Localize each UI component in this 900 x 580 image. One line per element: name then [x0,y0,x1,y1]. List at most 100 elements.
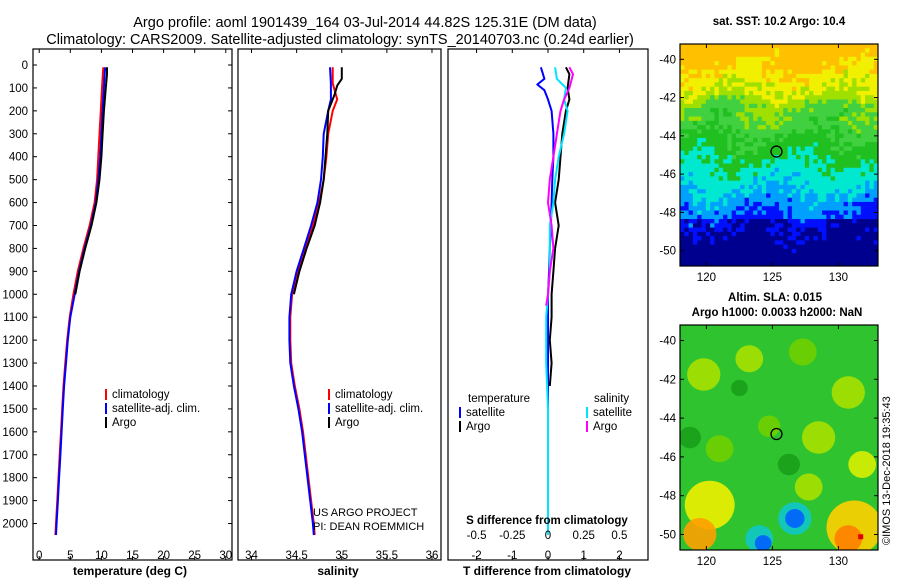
sst-cell [710,137,715,143]
sst-cell [856,244,862,250]
sst-cell [839,129,844,135]
sst-cell [783,261,788,266]
sst-cell [761,176,767,182]
sst-cell [779,116,784,122]
sst-cell [727,253,733,258]
sst-cell [766,120,771,126]
sst-cell [839,210,844,216]
legend-label: Argo [593,421,617,433]
sst-cell [830,99,836,105]
sst-cell [761,103,767,109]
sst-cell [688,257,694,263]
sst-cell [710,73,715,79]
sst-cell [817,197,823,203]
sst-cell [710,65,715,71]
sst-cell [731,112,737,117]
sst-cell [813,261,819,266]
sst-cell [740,197,745,203]
sst-cell [800,184,806,190]
sst-cell [856,56,862,62]
sst-cell [800,52,806,58]
sst-cell [796,201,801,207]
sst-cell [813,189,819,194]
sst-cell [701,61,707,66]
sst-cell [800,176,806,182]
sst-cell [834,82,840,88]
sst-cell [735,86,741,92]
sst-cell [843,248,849,254]
sst-cell [684,61,689,66]
sst-cell [804,95,810,100]
sst-cell [740,125,745,130]
sst-cell [692,95,698,100]
sst-cell [684,227,689,233]
sst-cell [744,257,750,263]
sst-cell [723,129,728,135]
sst-cell [813,52,819,58]
sst-cell [723,103,728,109]
sst-cell [830,180,836,186]
sst-cell [847,180,853,186]
sst-cell [830,189,836,194]
sst-cell [723,95,728,100]
sst-cell [817,223,823,228]
sst-cell [692,223,698,228]
sst-cell [757,99,763,105]
sst-cell [856,95,862,100]
sst-cell [740,201,745,207]
sst-cell [865,201,870,207]
sst-cell [697,125,702,130]
sst-cell [714,82,720,88]
sst-cell [865,48,870,53]
sst-cell [757,142,763,147]
sst-cell [787,236,793,241]
sst-cell [869,253,875,258]
sst-cell [783,214,788,220]
sst-cell [770,82,776,88]
sst-cell [680,125,685,130]
sst-cell [873,61,878,66]
sst-cell [697,103,702,109]
sst-cell [723,155,728,160]
sst-cell [856,137,862,143]
sst-cell [680,73,685,79]
sst-cell [826,184,832,190]
sst-cell [723,146,728,152]
sst-cell [791,103,797,109]
sst-cell [800,180,806,186]
sst-cell [740,159,745,164]
sst-cell [684,69,689,75]
sst-cell [860,201,866,207]
sst-cell [839,184,844,190]
sst-cell [770,155,776,160]
sst-cell [774,240,780,246]
sst-cell [770,236,776,241]
sla-map-axes: 120 125 130-40-42-44-46-48-50 [659,325,878,568]
sst-cell [865,206,870,211]
sst-cell [761,159,767,164]
sst-cell [680,236,685,241]
sst-cell [753,48,758,53]
sst-cell [744,163,750,169]
sst-cell [757,214,763,220]
sst-cell [809,103,814,109]
sst-cell [744,73,750,79]
sst-cell [731,78,737,83]
sst-cell [723,142,728,147]
sst-cell [770,56,776,62]
sst-cell [710,184,715,190]
sst-cell [873,44,878,49]
sst-cell [856,44,862,49]
sst-cell [761,219,767,224]
sst-cell [839,52,844,58]
argo-location-marker [770,427,783,441]
sst-cell [753,65,758,71]
sst-cell [817,142,823,147]
sst-cell [766,172,771,177]
sst-cell [714,90,720,96]
sst-cell [822,48,827,53]
salinity-x-label: salinity [317,564,359,578]
sst-cell [809,73,814,79]
sst-cell [740,137,745,143]
sst-cell [791,261,797,266]
